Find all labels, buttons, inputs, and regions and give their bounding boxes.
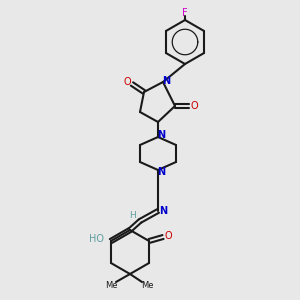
Text: Me: Me	[141, 281, 153, 290]
Text: Me: Me	[105, 281, 117, 290]
Text: H: H	[130, 212, 136, 220]
Text: N: N	[157, 167, 165, 177]
Text: O: O	[190, 101, 198, 111]
Text: F: F	[182, 8, 188, 18]
Text: HO: HO	[89, 234, 104, 244]
Text: N: N	[159, 206, 167, 216]
Text: O: O	[164, 231, 172, 241]
Text: O: O	[123, 77, 131, 87]
Text: N: N	[162, 76, 170, 86]
Text: N: N	[157, 130, 165, 140]
